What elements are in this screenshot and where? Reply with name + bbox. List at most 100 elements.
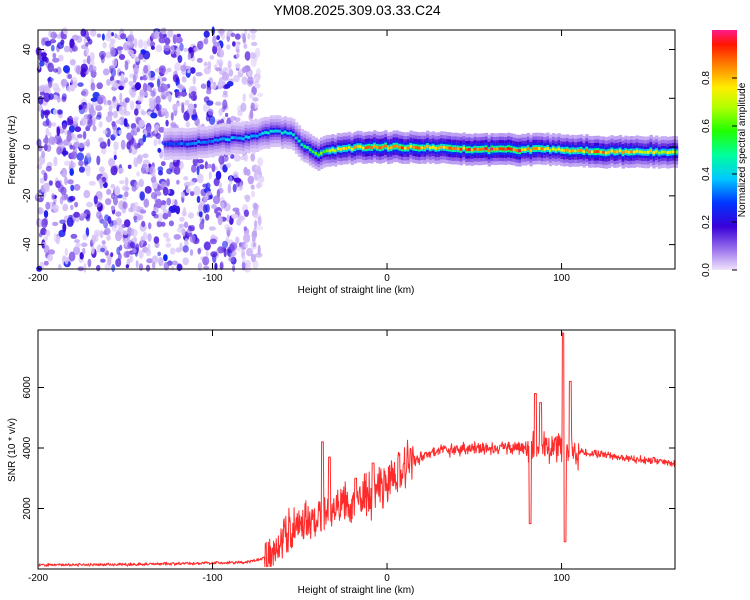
noise-cell: [97, 111, 102, 118]
noise-cell: [203, 241, 211, 251]
noise-cell: [176, 33, 181, 38]
noise-cell: [179, 42, 184, 52]
noise-cell: [86, 201, 93, 208]
ridge-cell: [202, 140, 207, 144]
ridge-cell: [655, 149, 659, 153]
noise-cell: [156, 103, 160, 112]
ridge-cell: [172, 142, 176, 146]
noise-cell: [142, 82, 148, 93]
noise-cell: [129, 43, 133, 48]
noise-cell: [244, 194, 251, 203]
noise-cell: [97, 94, 105, 100]
noise-cell: [133, 71, 139, 81]
noise-cell: [225, 162, 232, 168]
noise-cell: [235, 53, 240, 58]
spectrogram-y-tick-label: 20: [22, 92, 33, 104]
noise-cell: [56, 126, 61, 137]
noise-cell: [184, 99, 190, 106]
noise-cell: [78, 142, 85, 149]
ridge-cell: [579, 148, 584, 152]
noise-cell: [75, 242, 82, 248]
noise-cell: [123, 118, 128, 127]
noise-cell: [139, 191, 145, 201]
noise-cell: [142, 134, 147, 143]
noise-cell: [243, 233, 251, 243]
ridge-cell: [420, 146, 424, 150]
noise-cell: [118, 167, 124, 174]
ridge-cell: [353, 146, 357, 149]
noise-cell: [232, 183, 237, 193]
noise-cell: [146, 258, 154, 264]
noise-cell: [53, 68, 59, 73]
noise-cell: [61, 93, 67, 101]
noise-cell: [68, 161, 76, 169]
ridge-cell: [451, 147, 455, 151]
noise-cell: [147, 233, 152, 242]
ridge-cell: [431, 145, 436, 149]
noise-cell: [251, 33, 256, 41]
ridge-cell: [367, 145, 371, 149]
noise-cell: [162, 212, 169, 220]
ridge-cell: [180, 142, 184, 145]
noise-cell: [206, 191, 212, 196]
ridge-cell: [230, 136, 235, 140]
noise-cell: [110, 205, 116, 211]
noise-cell: [178, 161, 184, 170]
noise-cell: [96, 82, 103, 90]
noise-cell: [190, 67, 196, 74]
noise-cell: [209, 55, 215, 60]
noise-cell: [227, 60, 232, 70]
noise-cell: [133, 215, 138, 221]
noise-cell: [142, 50, 151, 60]
ridge-cell: [370, 146, 374, 149]
noise-cell: [155, 132, 161, 140]
noise-cell: [56, 66, 62, 75]
noise-cell: [100, 247, 106, 253]
noise-cell: [142, 159, 150, 166]
noise-cell: [191, 164, 197, 173]
noise-cell: [107, 138, 111, 147]
noise-cell: [218, 182, 222, 188]
noise-cell: [251, 230, 258, 239]
noise-cell: [222, 90, 228, 96]
colorbar-ticks: 0.0 0.2 0.4 0.6 0.8: [701, 71, 737, 277]
noise-cell: [218, 108, 223, 117]
noise-cell: [96, 155, 101, 166]
noise-cell: [150, 112, 158, 119]
noise-cell: [190, 191, 195, 197]
ridge-cell: [233, 136, 237, 140]
ridge-cell: [649, 149, 653, 153]
noise-cell: [47, 62, 54, 73]
noise-cell: [114, 185, 121, 196]
ridge-cell: [632, 150, 637, 154]
spectrogram-y-tick-label: 0: [22, 144, 33, 150]
ridge-cell: [504, 147, 508, 151]
ridge-cell: [529, 149, 533, 152]
noise-cell: [178, 223, 185, 229]
noise-cell: [232, 41, 236, 47]
noise-cell: [124, 60, 129, 71]
ridge-cell: [462, 146, 466, 150]
noise-cell: [90, 97, 98, 102]
ridge-cell: [328, 149, 332, 153]
spectrogram-x-axis-label: Height of straight line (km): [298, 285, 415, 296]
noise-cell: [125, 250, 130, 258]
snr-x-ticks: -200 -100 0 100: [28, 330, 570, 584]
spectrogram-x-ticks: -200 -100 0 100: [28, 30, 570, 284]
ridge-cell: [487, 149, 491, 152]
colorbar-tick-label: 0.4: [701, 167, 712, 181]
spectrogram-frame: [37, 29, 676, 270]
noise-cell: [251, 190, 255, 198]
noise-cell: [85, 214, 91, 222]
ridge-cell: [350, 147, 355, 151]
noise-cell: [141, 220, 146, 228]
noise-cell: [227, 183, 232, 194]
noise-cell: [231, 213, 239, 219]
noise-cell: [216, 59, 220, 66]
noise-cell: [135, 260, 139, 269]
noise-cell: [82, 130, 87, 140]
noise-cell: [256, 182, 261, 189]
noise-cell: [253, 213, 260, 219]
noise-cell: [125, 97, 130, 103]
noise-cell: [98, 196, 103, 201]
